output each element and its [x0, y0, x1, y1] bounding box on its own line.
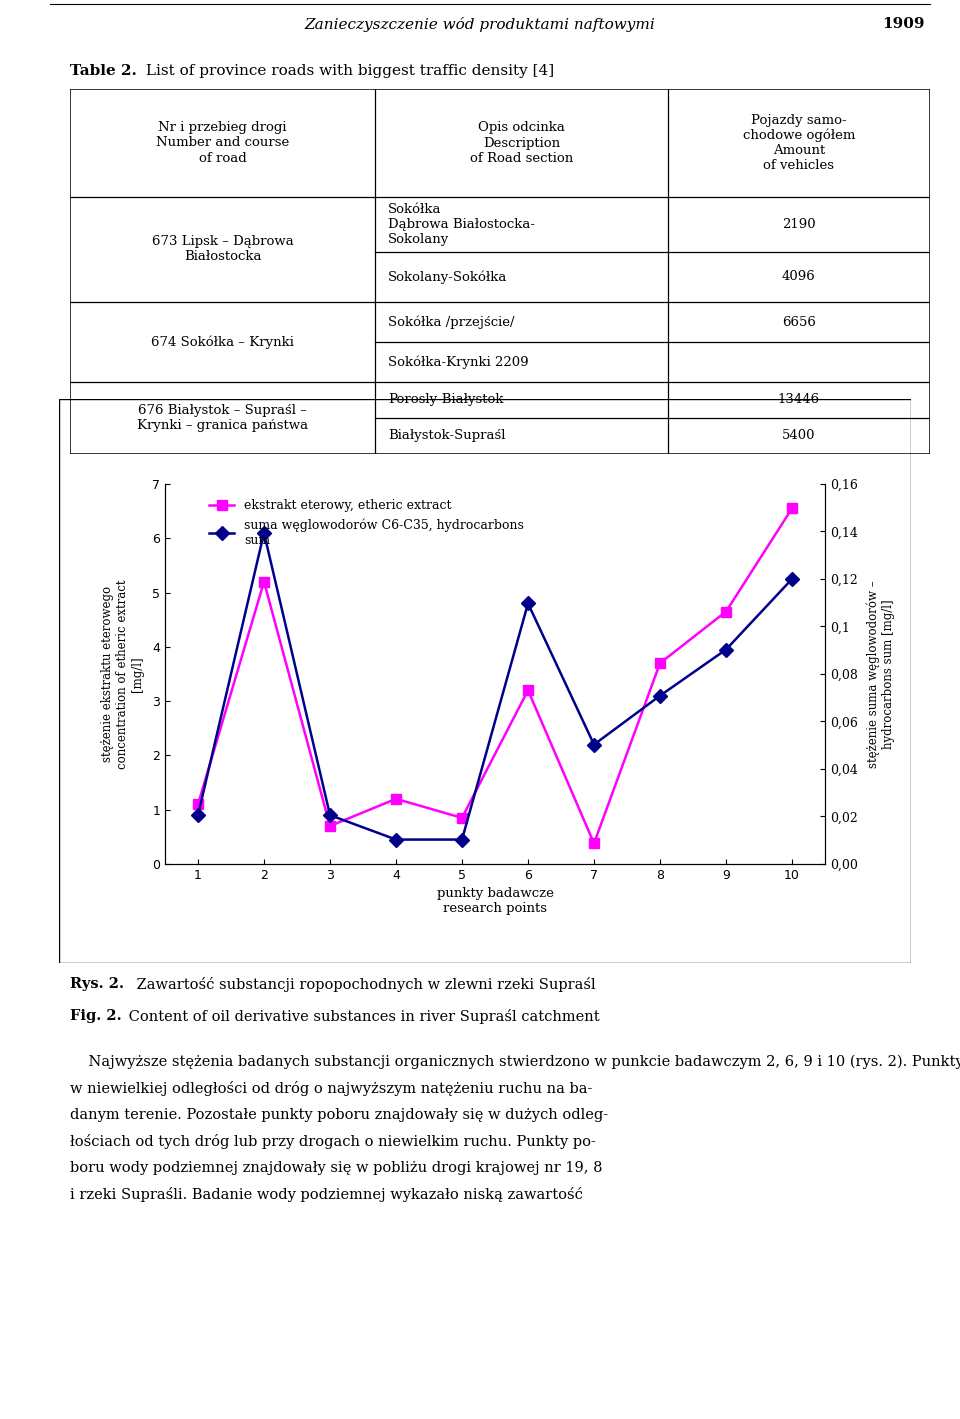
Text: List of province roads with biggest traffic density [4]: List of province roads with biggest traf…: [140, 64, 554, 78]
Text: Sokółka-Krynki 2209: Sokółka-Krynki 2209: [388, 355, 529, 369]
Text: Fig. 2.: Fig. 2.: [70, 1009, 122, 1023]
Text: Porosly-Białystok: Porosly-Białystok: [388, 393, 504, 406]
Text: 674 Sokółka – Krynki: 674 Sokółka – Krynki: [152, 335, 294, 349]
Text: 2190: 2190: [782, 217, 816, 231]
Text: boru wody podziemnej znajdowały się w pobliżu drogi krajowej nr 19, 8: boru wody podziemnej znajdowały się w po…: [70, 1161, 603, 1175]
Text: łościach od tych dróg lub przy drogach o niewielkim ruchu. Punkty po-: łościach od tych dróg lub przy drogach o…: [70, 1134, 596, 1149]
Text: 6656: 6656: [781, 315, 816, 329]
Text: Białystok-Supraśl: Białystok-Supraśl: [388, 430, 506, 443]
Text: 1909: 1909: [882, 17, 925, 31]
Text: Sokółka /przejście/: Sokółka /przejście/: [388, 315, 515, 329]
X-axis label: punkty badawcze
research points: punkty badawcze research points: [437, 887, 553, 915]
Text: Zanieczyszczenie wód produktami naftowymi: Zanieczyszczenie wód produktami naftowym…: [304, 17, 656, 31]
Y-axis label: stężenie suma węglowodorów –
hydrocarbons sum [mg/l]: stężenie suma węglowodorów – hydrocarbon…: [866, 580, 895, 768]
Text: Nr i przebieg drogi
Number and course
of road: Nr i przebieg drogi Number and course of…: [156, 122, 289, 165]
Text: 676 Białystok – Supraśl –
Krynki – granica państwa: 676 Białystok – Supraśl – Krynki – grani…: [137, 404, 308, 431]
Text: Sokółka
Dąbrowa Białostocka-
Sokolany: Sokółka Dąbrowa Białostocka- Sokolany: [388, 203, 536, 245]
Text: 4096: 4096: [782, 270, 816, 284]
Text: Sokolany-Sokółka: Sokolany-Sokółka: [388, 270, 508, 284]
Legend: ekstrakt eterowy, etheric extract, suma węglowodorów C6-C35, hydrocarbons
sum: ekstrakt eterowy, etheric extract, suma …: [204, 494, 529, 552]
Text: 5400: 5400: [782, 430, 816, 443]
Text: danym terenie. Pozostałe punkty poboru znajdowały się w dużych odleg-: danym terenie. Pozostałe punkty poboru z…: [70, 1108, 608, 1122]
Text: i rzeki Supraśli. Badanie wody podziemnej wykazało niską zawartość: i rzeki Supraśli. Badanie wody podziemne…: [70, 1188, 583, 1202]
Text: Zawartość substancji ropopochodnych w zlewni rzeki Supraśl: Zawartość substancji ropopochodnych w zl…: [132, 976, 595, 992]
Text: w niewielkiej odległości od dróg o najwyższym natężeniu ruchu na ba-: w niewielkiej odległości od dróg o najwy…: [70, 1081, 592, 1095]
Text: Najwyższe stężenia badanych substancji organicznych stwierdzono w punkcie badawc: Najwyższe stężenia badanych substancji o…: [70, 1054, 960, 1069]
Text: 13446: 13446: [778, 393, 820, 406]
Text: Table 2.: Table 2.: [70, 64, 137, 78]
Y-axis label: stężenie ekstraktu eterowego
concentration of etheric extract
[mg/l]: stężenie ekstraktu eterowego concentrati…: [101, 579, 144, 769]
Text: Opis odcinka
Description
of Road section: Opis odcinka Description of Road section: [469, 122, 573, 165]
Text: Rys. 2.: Rys. 2.: [70, 978, 124, 992]
Text: 673 Lipsk – Dąbrowa
Białostocka: 673 Lipsk – Dąbrowa Białostocka: [152, 236, 294, 264]
Text: Content of oil derivative substances in river Supraśl catchment: Content of oil derivative substances in …: [124, 1009, 600, 1023]
Text: Pojazdy samo-
chodowe ogółem
Amount
of vehicles: Pojazdy samo- chodowe ogółem Amount of v…: [743, 114, 855, 172]
